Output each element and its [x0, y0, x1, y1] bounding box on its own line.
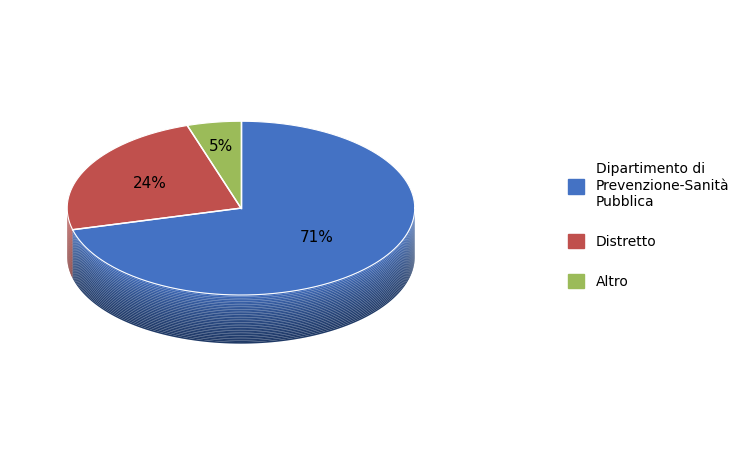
- Polygon shape: [72, 244, 415, 331]
- Polygon shape: [67, 211, 72, 235]
- Polygon shape: [67, 213, 72, 236]
- Polygon shape: [67, 237, 72, 261]
- Polygon shape: [67, 208, 72, 231]
- Polygon shape: [67, 226, 72, 249]
- Polygon shape: [67, 223, 72, 246]
- Polygon shape: [72, 211, 415, 298]
- Text: 24%: 24%: [133, 175, 166, 190]
- Polygon shape: [72, 216, 415, 303]
- Polygon shape: [72, 230, 415, 318]
- Polygon shape: [67, 240, 72, 264]
- Polygon shape: [72, 239, 415, 326]
- Polygon shape: [67, 216, 72, 239]
- Polygon shape: [67, 229, 72, 253]
- Polygon shape: [72, 240, 415, 327]
- Polygon shape: [72, 222, 415, 309]
- Polygon shape: [67, 125, 241, 230]
- Polygon shape: [72, 227, 415, 314]
- Polygon shape: [72, 234, 415, 321]
- Polygon shape: [72, 219, 415, 306]
- Polygon shape: [67, 247, 72, 270]
- Polygon shape: [67, 221, 72, 244]
- Text: 71%: 71%: [300, 230, 334, 245]
- Text: 5%: 5%: [209, 139, 233, 154]
- Polygon shape: [72, 232, 415, 319]
- Polygon shape: [67, 242, 72, 265]
- Polygon shape: [72, 255, 415, 342]
- Polygon shape: [72, 224, 415, 311]
- Polygon shape: [67, 244, 72, 267]
- Polygon shape: [72, 229, 415, 316]
- Polygon shape: [67, 239, 72, 262]
- Polygon shape: [67, 224, 72, 248]
- Polygon shape: [72, 257, 415, 344]
- Polygon shape: [67, 232, 72, 256]
- Polygon shape: [72, 245, 415, 332]
- Polygon shape: [67, 234, 72, 258]
- Polygon shape: [72, 213, 415, 300]
- Polygon shape: [67, 252, 72, 275]
- Polygon shape: [67, 245, 72, 269]
- Polygon shape: [72, 250, 415, 337]
- Polygon shape: [67, 227, 72, 251]
- Polygon shape: [67, 230, 72, 254]
- Polygon shape: [72, 218, 415, 305]
- Polygon shape: [187, 121, 241, 208]
- Legend: Dipartimento di
Prevenzione-Sanità
Pubblica, Distretto, Altro: Dipartimento di Prevenzione-Sanità Pubbl…: [562, 157, 735, 294]
- Polygon shape: [67, 253, 72, 277]
- Polygon shape: [72, 237, 415, 324]
- Polygon shape: [72, 210, 415, 297]
- Polygon shape: [67, 250, 72, 273]
- Polygon shape: [67, 218, 72, 241]
- Polygon shape: [72, 253, 415, 341]
- Polygon shape: [72, 242, 415, 329]
- Polygon shape: [72, 226, 415, 313]
- Polygon shape: [72, 252, 415, 339]
- Polygon shape: [72, 249, 415, 336]
- Polygon shape: [67, 255, 72, 278]
- Polygon shape: [72, 221, 415, 308]
- Polygon shape: [67, 210, 72, 233]
- Polygon shape: [67, 249, 72, 272]
- Polygon shape: [72, 247, 415, 334]
- Polygon shape: [72, 121, 415, 295]
- Polygon shape: [67, 219, 72, 243]
- Polygon shape: [67, 215, 72, 238]
- Polygon shape: [72, 214, 415, 302]
- Polygon shape: [72, 235, 415, 322]
- Polygon shape: [67, 235, 72, 259]
